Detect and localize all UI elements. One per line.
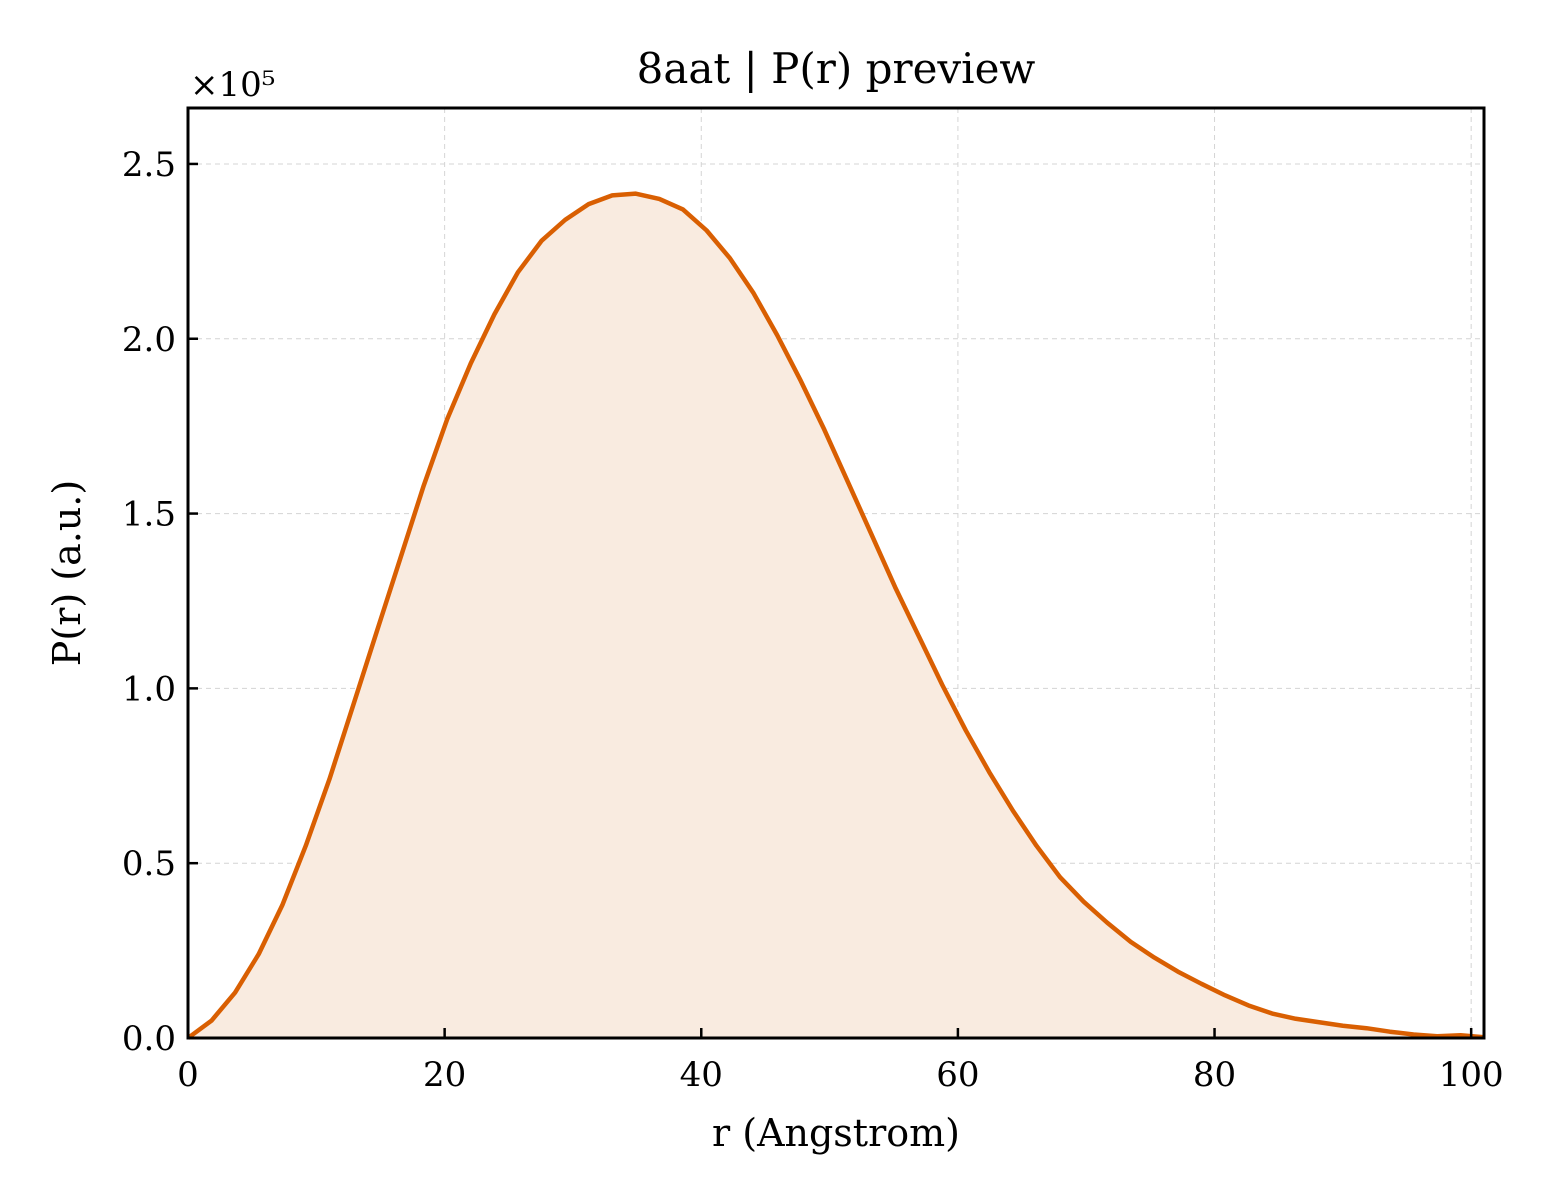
- series-line: [186, 191, 1485, 1040]
- area-fill: [188, 193, 1484, 1038]
- y-tick-label: 2.5: [122, 145, 176, 185]
- y-axis: 0.0 0.5 1.0 1.5 2.0 2.5: [122, 145, 198, 1059]
- x-tick-label: 80: [1193, 1055, 1236, 1095]
- x-tick-label: 100: [1439, 1055, 1504, 1095]
- y-tick-label: 0.5: [122, 844, 176, 884]
- y-tick-label: 0.0: [122, 1019, 176, 1059]
- x-axis-label: r (Angstrom): [712, 1111, 960, 1155]
- chart-title: 8aat | P(r) preview: [637, 44, 1036, 93]
- x-axis: 0 20 40 60 80 100: [177, 1028, 1504, 1095]
- y-multiplier-label: ×10⁵: [190, 65, 275, 105]
- y-tick-label: 1.0: [122, 669, 176, 709]
- x-tick-label: 60: [936, 1055, 979, 1095]
- x-tick-label: 0: [177, 1055, 199, 1095]
- x-tick-label: 40: [680, 1055, 723, 1095]
- y-axis-label: P(r) (a.u.): [45, 480, 89, 666]
- plot-frame: [186, 106, 1486, 1040]
- x-tick-label: 20: [423, 1055, 466, 1095]
- y-tick-label: 1.5: [122, 495, 176, 535]
- y-tick-label: 2.0: [122, 320, 176, 360]
